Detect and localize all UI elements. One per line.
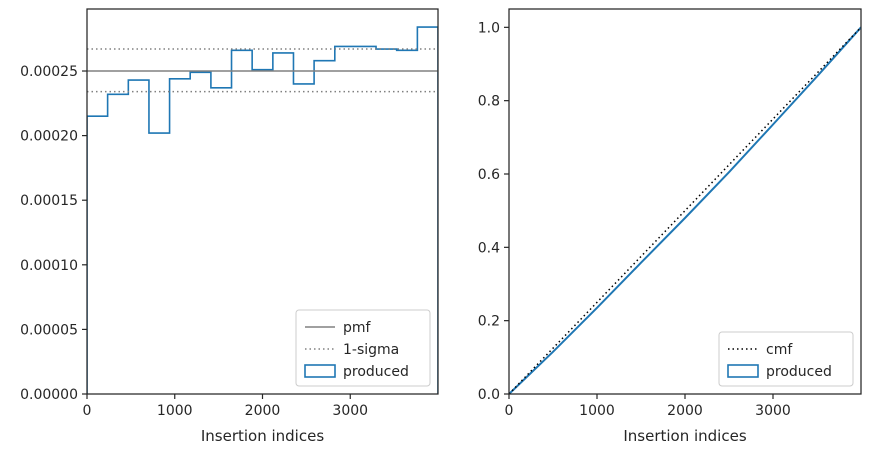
- y-tick-label: 0.00015: [20, 193, 78, 209]
- plot-area-left: [87, 26, 438, 394]
- series-cmf-line: [509, 26, 861, 394]
- y-tick-label: 0.00020: [20, 129, 78, 145]
- y-tick-label: 0.00000: [20, 387, 78, 403]
- legend-label: cmf: [766, 342, 793, 358]
- series-produced-step: [87, 26, 438, 394]
- x-tick-label: 2000: [667, 403, 703, 419]
- chart-panel-right: [504, 8, 862, 399]
- plot-area-right: [509, 26, 861, 394]
- y-tick-label: 0.4: [478, 240, 500, 256]
- x-tick-label: 2000: [245, 403, 281, 419]
- y-tick-label: 0.00025: [20, 64, 78, 80]
- y-tick-label: 0.00005: [20, 322, 78, 338]
- legend-key-produced: [727, 364, 759, 378]
- legend-left: pmf 1-sigma produced: [295, 309, 431, 387]
- chart-panel-left: [82, 8, 439, 399]
- legend-label: produced: [343, 364, 409, 380]
- series-produced-line: [509, 26, 861, 394]
- y-tick-label: 1.0: [478, 20, 500, 36]
- x-tick-label: 1000: [579, 403, 615, 419]
- x-axis-label: Insertion indices: [623, 427, 746, 445]
- y-tick-label: 0.6: [478, 167, 500, 183]
- x-tick-label: 0: [505, 403, 514, 419]
- x-tick-label: 0: [83, 403, 92, 419]
- x-tick-label: 3000: [755, 403, 791, 419]
- y-tick-label: 0.00010: [20, 258, 78, 274]
- legend-label: pmf: [343, 320, 372, 336]
- y-tick-label: 0.2: [478, 314, 500, 330]
- legend-box: [295, 309, 431, 387]
- x-axis-label: Insertion indices: [201, 427, 324, 445]
- legend-right: cmf produced: [718, 331, 854, 387]
- x-tick-label: 1000: [157, 403, 193, 419]
- legend-key-produced: [304, 364, 336, 378]
- y-tick-label: 0.8: [478, 94, 500, 110]
- y-tick-label: 0.0: [478, 387, 500, 403]
- legend-label: 1-sigma: [343, 342, 399, 358]
- x-tick-label: 3000: [332, 403, 368, 419]
- legend-box: [718, 331, 854, 387]
- legend-label: produced: [766, 364, 832, 380]
